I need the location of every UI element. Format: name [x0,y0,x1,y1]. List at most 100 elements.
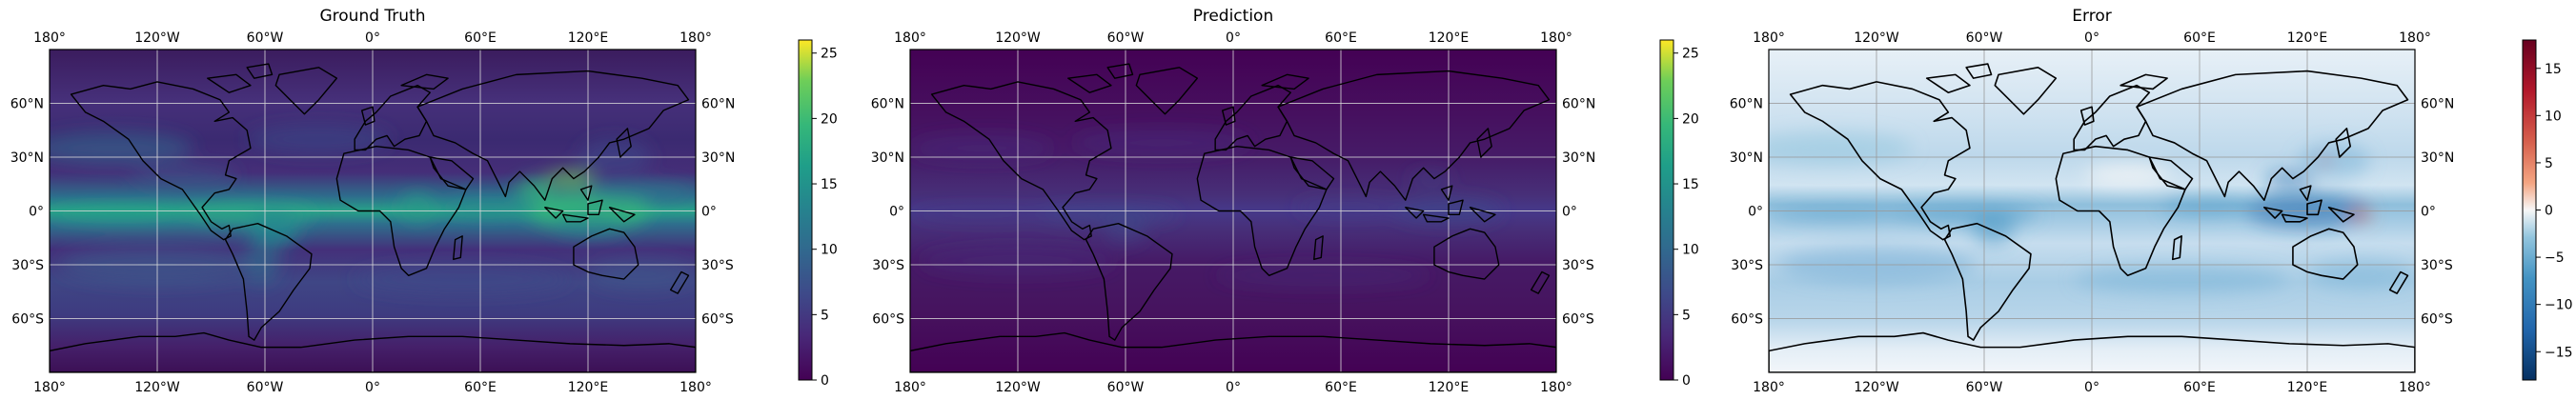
lon-tick-label: 120°W [1854,380,1899,395]
lon-tick-label: 120°W [995,30,1041,46]
colorbar: 0 5 10 15 20 25 [1659,39,1699,389]
lat-tick-label: 60°N [10,97,44,112]
lat-tick-label: 60°S [2421,312,2453,328]
colorbar-tick-label: 15 [821,177,838,192]
lon-tick-label: 180° [894,380,926,395]
lon-tick-label: 60°W [247,30,284,46]
colorbar-tick-label: 10 [1682,243,1699,258]
lon-tick-label: 180° [679,30,712,46]
colorbar-tick-label: 5 [1682,308,1691,323]
lat-tick-label: 60°S [11,312,44,328]
lon-tick-label: 60°W [247,380,284,395]
colorbar-tick-label: 10 [2545,109,2562,124]
colorbar-tick-label: 20 [821,111,838,127]
lon-tick-label: 120°E [2287,380,2328,395]
lat-tick-label: 0° [889,205,904,220]
colorbar-tick-label: 5 [2545,156,2553,171]
map-frame [49,49,697,373]
lon-tick-label: 60°E [2183,380,2216,395]
lon-tick-label: 60°E [1325,380,1357,395]
lat-tick-label: 60°S [1562,312,1594,328]
map-field [910,50,1556,372]
lat-tick-label: 0° [1748,205,1763,220]
lon-tick-label: 60°E [1325,30,1357,46]
lon-tick-label: 120°W [134,380,180,395]
colorbar-tick-label: 25 [1682,47,1699,62]
panel-title: Ground Truth [319,7,425,26]
colorbar-tick-label: 15 [2545,62,2562,77]
lat-tick-label: 30°S [701,258,734,273]
colorbar-tick-label: −10 [2545,298,2573,313]
lon-tick-label: 60°W [1966,380,2003,395]
lon-tick-label: 180° [894,30,926,46]
lat-tick-label: 60°N [701,97,735,112]
lon-tick-label: 120°W [1854,30,1899,46]
lon-tick-label: 180° [33,380,66,395]
lon-tick-label: 180° [679,380,712,395]
colorbar-tick-label: 0 [1682,373,1691,389]
gridlines [1769,50,2415,372]
colorbar-tick-label: 5 [821,308,829,323]
lat-tick-label: 60°N [2421,97,2454,112]
lon-tick-label: 120°E [568,380,609,395]
lon-tick-label: 180° [1540,380,1572,395]
lat-tick-label: 30°N [871,150,904,166]
lon-tick-label: 60°E [464,380,497,395]
lon-tick-label: 0° [365,30,380,46]
lon-tick-label: 60°W [1107,380,1145,395]
map-panel-error: Error 180° 180° 120°W 120°W 60°W 60°W 0° 0° 60°E 6… [1730,7,2573,395]
lon-tick-label: 180° [33,30,66,46]
lat-tick-label: 60°N [1730,97,1763,112]
lon-tick-label: 0° [2084,30,2099,46]
lat-tick-label: 30°S [2421,258,2453,273]
lon-tick-label: 0° [1226,380,1241,395]
lat-tick-label: 30°N [1730,150,1763,166]
lon-tick-label: 180° [1753,380,1785,395]
map-field [1769,50,2415,372]
lon-tick-label: 120°E [2287,30,2328,46]
gridlines [910,50,1556,372]
lon-tick-label: 120°E [1429,30,1470,46]
map-panel-prediction: Prediction 180° 180° 120°W 120°W 60°W 60°W 0° 0°… [871,7,1699,395]
lon-tick-label: 180° [2399,30,2431,46]
lon-tick-label: 0° [1226,30,1241,46]
lat-tick-label: 30°S [872,258,904,273]
lon-tick-label: 120°E [568,30,609,46]
colorbar-tick-label: 0 [2545,204,2553,219]
lat-tick-label: 60°S [872,312,904,328]
colorbar-gradient [2522,39,2537,381]
colorbar-tick-label: 20 [1682,111,1699,127]
colorbar: 15 10 5 0 −5 −10 −15 [2522,39,2573,381]
lon-tick-label: 120°E [1429,380,1470,395]
panel-title: Prediction [1193,7,1273,26]
colorbar-gradient [1659,39,1674,381]
lon-tick-label: 60°E [464,30,497,46]
map-field [50,50,696,372]
lon-tick-label: 180° [1540,30,1572,46]
lat-tick-label: 30°N [701,150,735,166]
lon-tick-label: 120°W [134,30,180,46]
lon-tick-label: 0° [365,380,380,395]
map-panel-ground-truth: Ground Truth 180° 180° 120°W 120°W 60°W 60°W 0°… [10,7,838,395]
colorbar-tick-label: −5 [2545,250,2565,266]
colorbar-tick-label: 10 [821,243,838,258]
lon-tick-label: 0° [2084,380,2099,395]
lat-tick-label: 30°N [2421,150,2454,166]
colorbar-tick-label: 25 [821,47,838,62]
panel-title: Error [2072,7,2111,26]
map-frame [1768,49,2416,373]
lon-tick-label: 60°E [2183,30,2216,46]
map-frame [909,49,1557,373]
lat-tick-label: 30°S [1731,258,1763,273]
lat-tick-label: 60°S [1731,312,1763,328]
colorbar-tick-label: 15 [1682,177,1699,192]
lat-tick-label: 60°N [1562,97,1595,112]
lat-tick-label: 30°S [1562,258,1594,273]
lon-tick-label: 180° [2399,380,2431,395]
lon-tick-label: 60°W [1966,30,2003,46]
lat-tick-label: 0° [701,205,717,220]
lon-tick-label: 120°W [995,380,1041,395]
lat-tick-label: 0° [1562,205,1577,220]
lon-tick-label: 60°W [1107,30,1145,46]
